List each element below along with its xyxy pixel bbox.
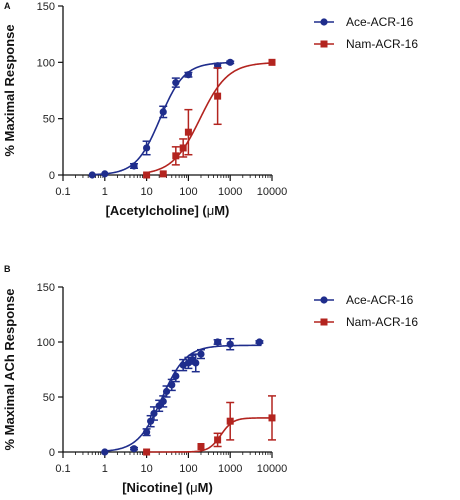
data-point-circle [184, 71, 192, 79]
y-tick-label: 100 [37, 57, 55, 69]
y-tick-label: 100 [37, 337, 55, 349]
data-point-circle [159, 108, 167, 116]
data-point-circle [101, 448, 109, 456]
x-axis-title-part: μ [190, 480, 198, 495]
x-tick-label: 1000 [218, 463, 242, 475]
data-point-square [226, 417, 234, 425]
legend-label: Ace-ACR-16 [346, 15, 414, 29]
x-tick-label: 1000 [218, 186, 242, 198]
y-axis-title: % Maximal Response [2, 24, 17, 156]
x-axis-title: [Acetylcholine] (μM) [106, 203, 230, 218]
data-point-square [197, 443, 205, 450]
legend-marker-square [320, 40, 328, 48]
y-tick-label: 150 [37, 282, 55, 294]
x-axis-title-part: [Acetylcholine] ( [106, 203, 208, 218]
legend-marker-circle [320, 296, 328, 304]
x-tick-label: 100 [179, 463, 197, 475]
panel-label: B [4, 264, 11, 274]
x-tick-label: 10 [140, 463, 152, 475]
x-tick-label: 1 [102, 463, 108, 475]
x-axis-title: [Nicotine] (μM) [122, 480, 213, 495]
legend-label: Ace-ACR-16 [346, 293, 414, 307]
x-axis-title-part: [Nicotine] ( [122, 480, 191, 495]
data-point-circle [88, 171, 96, 179]
y-tick-label: 50 [43, 392, 55, 404]
data-point-square [143, 448, 151, 456]
legend-marker-circle [320, 18, 328, 26]
data-point-circle [197, 350, 205, 358]
data-point-circle [130, 445, 138, 453]
x-tick-label: 0.1 [55, 186, 70, 198]
legend-label: Nam-ACR-16 [346, 315, 418, 329]
data-point-circle [147, 417, 155, 425]
x-axis-title-part: M) [214, 203, 229, 218]
data-point-circle [226, 58, 234, 66]
x-tick-label: 10000 [257, 186, 288, 198]
y-tick-label: 0 [49, 447, 55, 459]
legend-label: Nam-ACR-16 [346, 37, 418, 51]
panel-a-chart: A 0 50 100 150 0.1 1 10 100 1000 10000 [Acetylcholi… [2, 1, 418, 218]
legend-marker-square [320, 318, 328, 326]
x-axis-title-part: M) [198, 480, 213, 495]
data-point-square [172, 152, 180, 160]
data-point-circle [214, 338, 222, 346]
data-point-circle [159, 397, 167, 405]
data-point-circle [226, 340, 234, 348]
data-point-circle [172, 372, 180, 380]
data-point-square [179, 144, 187, 152]
data-point-circle [172, 79, 180, 87]
data-point-circle [130, 162, 138, 170]
data-point-square [184, 128, 192, 136]
fit-curve-circle [102, 344, 262, 452]
data-point-circle [143, 428, 151, 436]
fit-curve-circle [90, 61, 233, 176]
data-point-square [214, 436, 222, 444]
y-tick-label: 50 [43, 114, 55, 126]
y-tick-label: 0 [49, 170, 55, 182]
data-point-circle [162, 387, 171, 396]
data-point-circle [255, 338, 264, 346]
data-point-square [268, 58, 276, 66]
y-tick-label: 150 [37, 1, 55, 13]
fit-curve-square [144, 417, 275, 453]
x-tick-label: 1 [102, 186, 108, 198]
data-point-square [159, 170, 167, 178]
data-point-square [143, 171, 151, 179]
x-tick-label: 10 [140, 186, 152, 198]
x-tick-label: 0.1 [55, 463, 70, 475]
y-axis-title: % Maximal ACh Response [2, 288, 17, 450]
fit-curve-square [144, 62, 275, 174]
x-tick-label: 10000 [257, 463, 288, 475]
data-point-circle [168, 381, 176, 389]
panel-label: A [4, 1, 11, 11]
data-point-circle [143, 144, 151, 152]
data-point-circle [192, 359, 200, 367]
data-point-circle [101, 170, 109, 178]
x-tick-label: 100 [179, 186, 197, 198]
data-point-square [214, 92, 222, 100]
panel-b-chart: B 0 50 100 150 0.1 1 10 100 1000 10000 [Nicotine] (… [2, 264, 418, 495]
data-point-square [268, 414, 276, 422]
x-axis-title-part: μ [207, 203, 215, 218]
